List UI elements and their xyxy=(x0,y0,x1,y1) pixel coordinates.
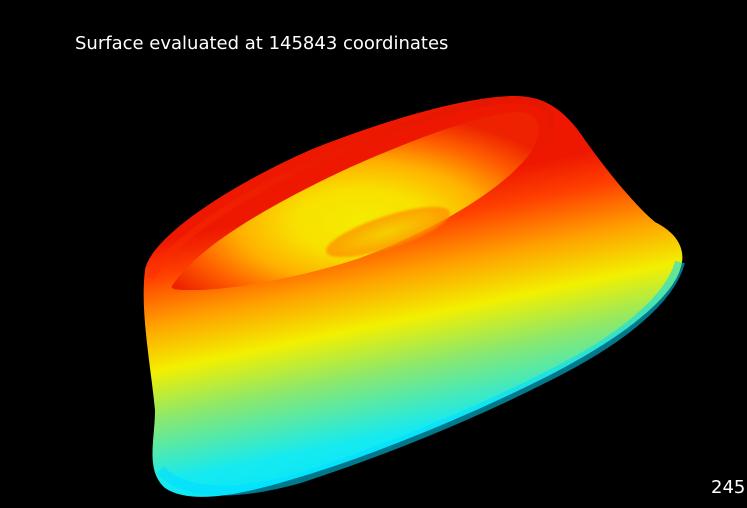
bottom-rim xyxy=(156,260,685,496)
rim-edge xyxy=(146,96,555,280)
outer-wall xyxy=(143,96,683,497)
bowl-floor xyxy=(325,206,451,258)
inner-bowl xyxy=(171,112,539,290)
frame-counter: 245 xyxy=(711,477,746,498)
surface-caption: Surface evaluated at 145843 coordinates xyxy=(75,33,449,54)
